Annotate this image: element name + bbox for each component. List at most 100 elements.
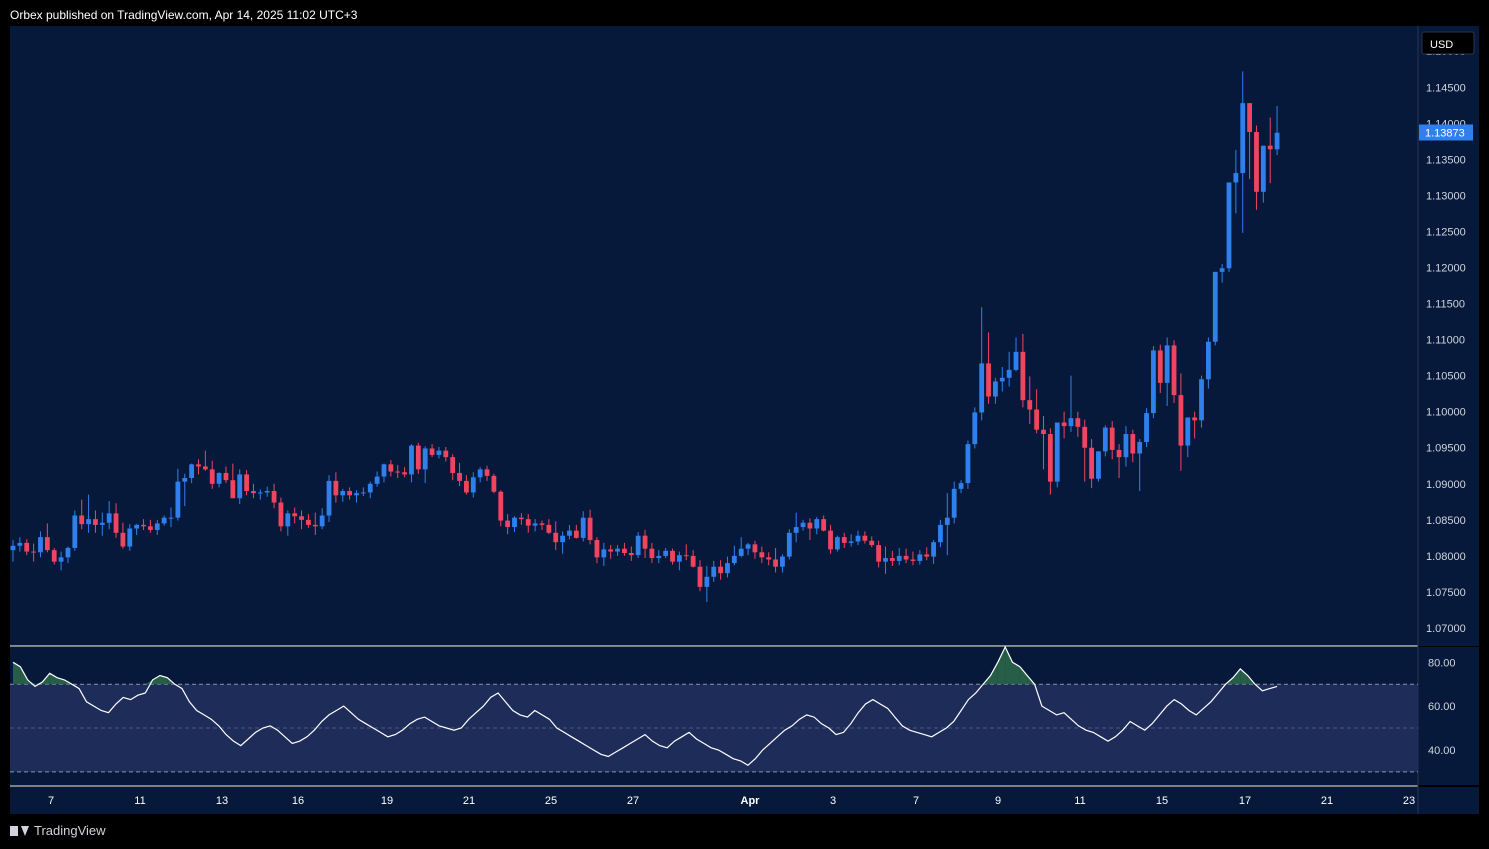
time-tick-label: 21 bbox=[463, 795, 475, 807]
time-tick-label: 7 bbox=[913, 795, 919, 807]
candle bbox=[44, 523, 50, 553]
candle-body bbox=[649, 548, 655, 559]
candle-body bbox=[271, 491, 277, 503]
candle-body bbox=[539, 523, 545, 525]
time-tick-label: 19 bbox=[381, 795, 393, 807]
price-tick-label: 1.10000 bbox=[1426, 407, 1466, 419]
candle bbox=[347, 487, 353, 500]
candle-body bbox=[896, 555, 902, 561]
candle bbox=[587, 509, 593, 545]
candle bbox=[958, 480, 964, 494]
candle bbox=[615, 545, 620, 556]
candle-body bbox=[862, 535, 868, 541]
candle-body bbox=[436, 450, 442, 455]
candle-body bbox=[628, 553, 634, 556]
candle bbox=[690, 550, 696, 568]
candle-body bbox=[278, 502, 284, 527]
price-tick-label: 1.11000 bbox=[1426, 335, 1465, 347]
time-tick-label: 25 bbox=[545, 795, 557, 807]
candle bbox=[649, 542, 655, 564]
candle-body bbox=[1199, 379, 1204, 421]
candle bbox=[1075, 411, 1081, 437]
candle bbox=[148, 519, 153, 533]
candle-body bbox=[546, 524, 552, 533]
candle bbox=[134, 524, 140, 535]
candle-body bbox=[161, 517, 167, 524]
candle-body bbox=[573, 530, 579, 538]
time-tick-label: 7 bbox=[48, 795, 54, 807]
candle-body bbox=[1157, 350, 1163, 383]
candle-body bbox=[580, 517, 586, 538]
candle bbox=[793, 512, 799, 543]
chart-frame[interactable]: 1.150001.145001.140001.135001.130001.125… bbox=[10, 26, 1479, 814]
candle bbox=[1144, 408, 1149, 448]
chart-svg[interactable]: 1.150001.145001.140001.135001.130001.125… bbox=[10, 26, 1479, 814]
candle bbox=[1041, 416, 1046, 470]
candle bbox=[1102, 425, 1108, 457]
candle-body bbox=[979, 363, 985, 413]
candle bbox=[326, 475, 332, 522]
candle bbox=[79, 499, 85, 530]
candle-body bbox=[532, 523, 538, 526]
candle bbox=[395, 465, 401, 479]
candle-body bbox=[429, 448, 435, 455]
candle bbox=[697, 560, 703, 592]
candle bbox=[443, 447, 449, 462]
candle-body bbox=[944, 517, 950, 525]
price-tick-label: 1.13500 bbox=[1426, 154, 1466, 166]
candle-body bbox=[415, 445, 421, 470]
candle bbox=[278, 497, 284, 532]
candle bbox=[196, 459, 201, 475]
currency-badge[interactable]: USD bbox=[1421, 31, 1475, 55]
candle bbox=[1171, 340, 1177, 404]
time-tick-label: 16 bbox=[292, 795, 304, 807]
candle-body bbox=[793, 527, 799, 533]
candle-body bbox=[518, 517, 524, 520]
time-tick-label: 9 bbox=[995, 795, 1001, 807]
candle bbox=[429, 444, 435, 458]
candle-body bbox=[257, 492, 263, 494]
candle bbox=[415, 442, 421, 474]
candle bbox=[374, 471, 380, 487]
candle bbox=[711, 560, 717, 582]
candle-body bbox=[230, 480, 236, 499]
candle-body bbox=[491, 475, 497, 492]
candle-body bbox=[148, 526, 153, 530]
candle-body bbox=[1151, 350, 1156, 414]
candle bbox=[944, 493, 950, 556]
candle bbox=[106, 501, 112, 530]
candle bbox=[1219, 263, 1225, 283]
candle-body bbox=[938, 524, 943, 543]
candle-body bbox=[72, 515, 78, 548]
candle bbox=[759, 546, 765, 564]
candle-body bbox=[1212, 271, 1218, 342]
candle bbox=[828, 524, 833, 554]
candle bbox=[676, 551, 682, 571]
candle bbox=[1116, 444, 1122, 479]
candle bbox=[752, 540, 758, 559]
candle bbox=[1109, 421, 1115, 460]
candle bbox=[841, 532, 847, 548]
candle bbox=[1054, 422, 1060, 488]
candle-body bbox=[924, 554, 930, 557]
candle bbox=[862, 531, 868, 544]
candle-body bbox=[993, 381, 998, 397]
candle bbox=[367, 481, 373, 499]
candle bbox=[896, 547, 902, 566]
candle-body bbox=[752, 544, 758, 553]
candle bbox=[910, 551, 916, 566]
candle bbox=[786, 529, 792, 560]
candle bbox=[223, 466, 229, 484]
candle-body bbox=[1185, 417, 1191, 446]
price-tick-label: 1.11500 bbox=[1426, 299, 1465, 311]
candle-body bbox=[1020, 351, 1026, 401]
candle bbox=[1260, 145, 1266, 203]
candle-body bbox=[567, 530, 572, 536]
candle bbox=[86, 494, 91, 533]
candle-body bbox=[189, 464, 195, 479]
rsi-fill-segment bbox=[13, 662, 21, 685]
footer-brand[interactable]: TradingView bbox=[10, 823, 106, 838]
candle bbox=[725, 556, 730, 578]
candle bbox=[1240, 71, 1246, 233]
candle bbox=[464, 475, 469, 495]
